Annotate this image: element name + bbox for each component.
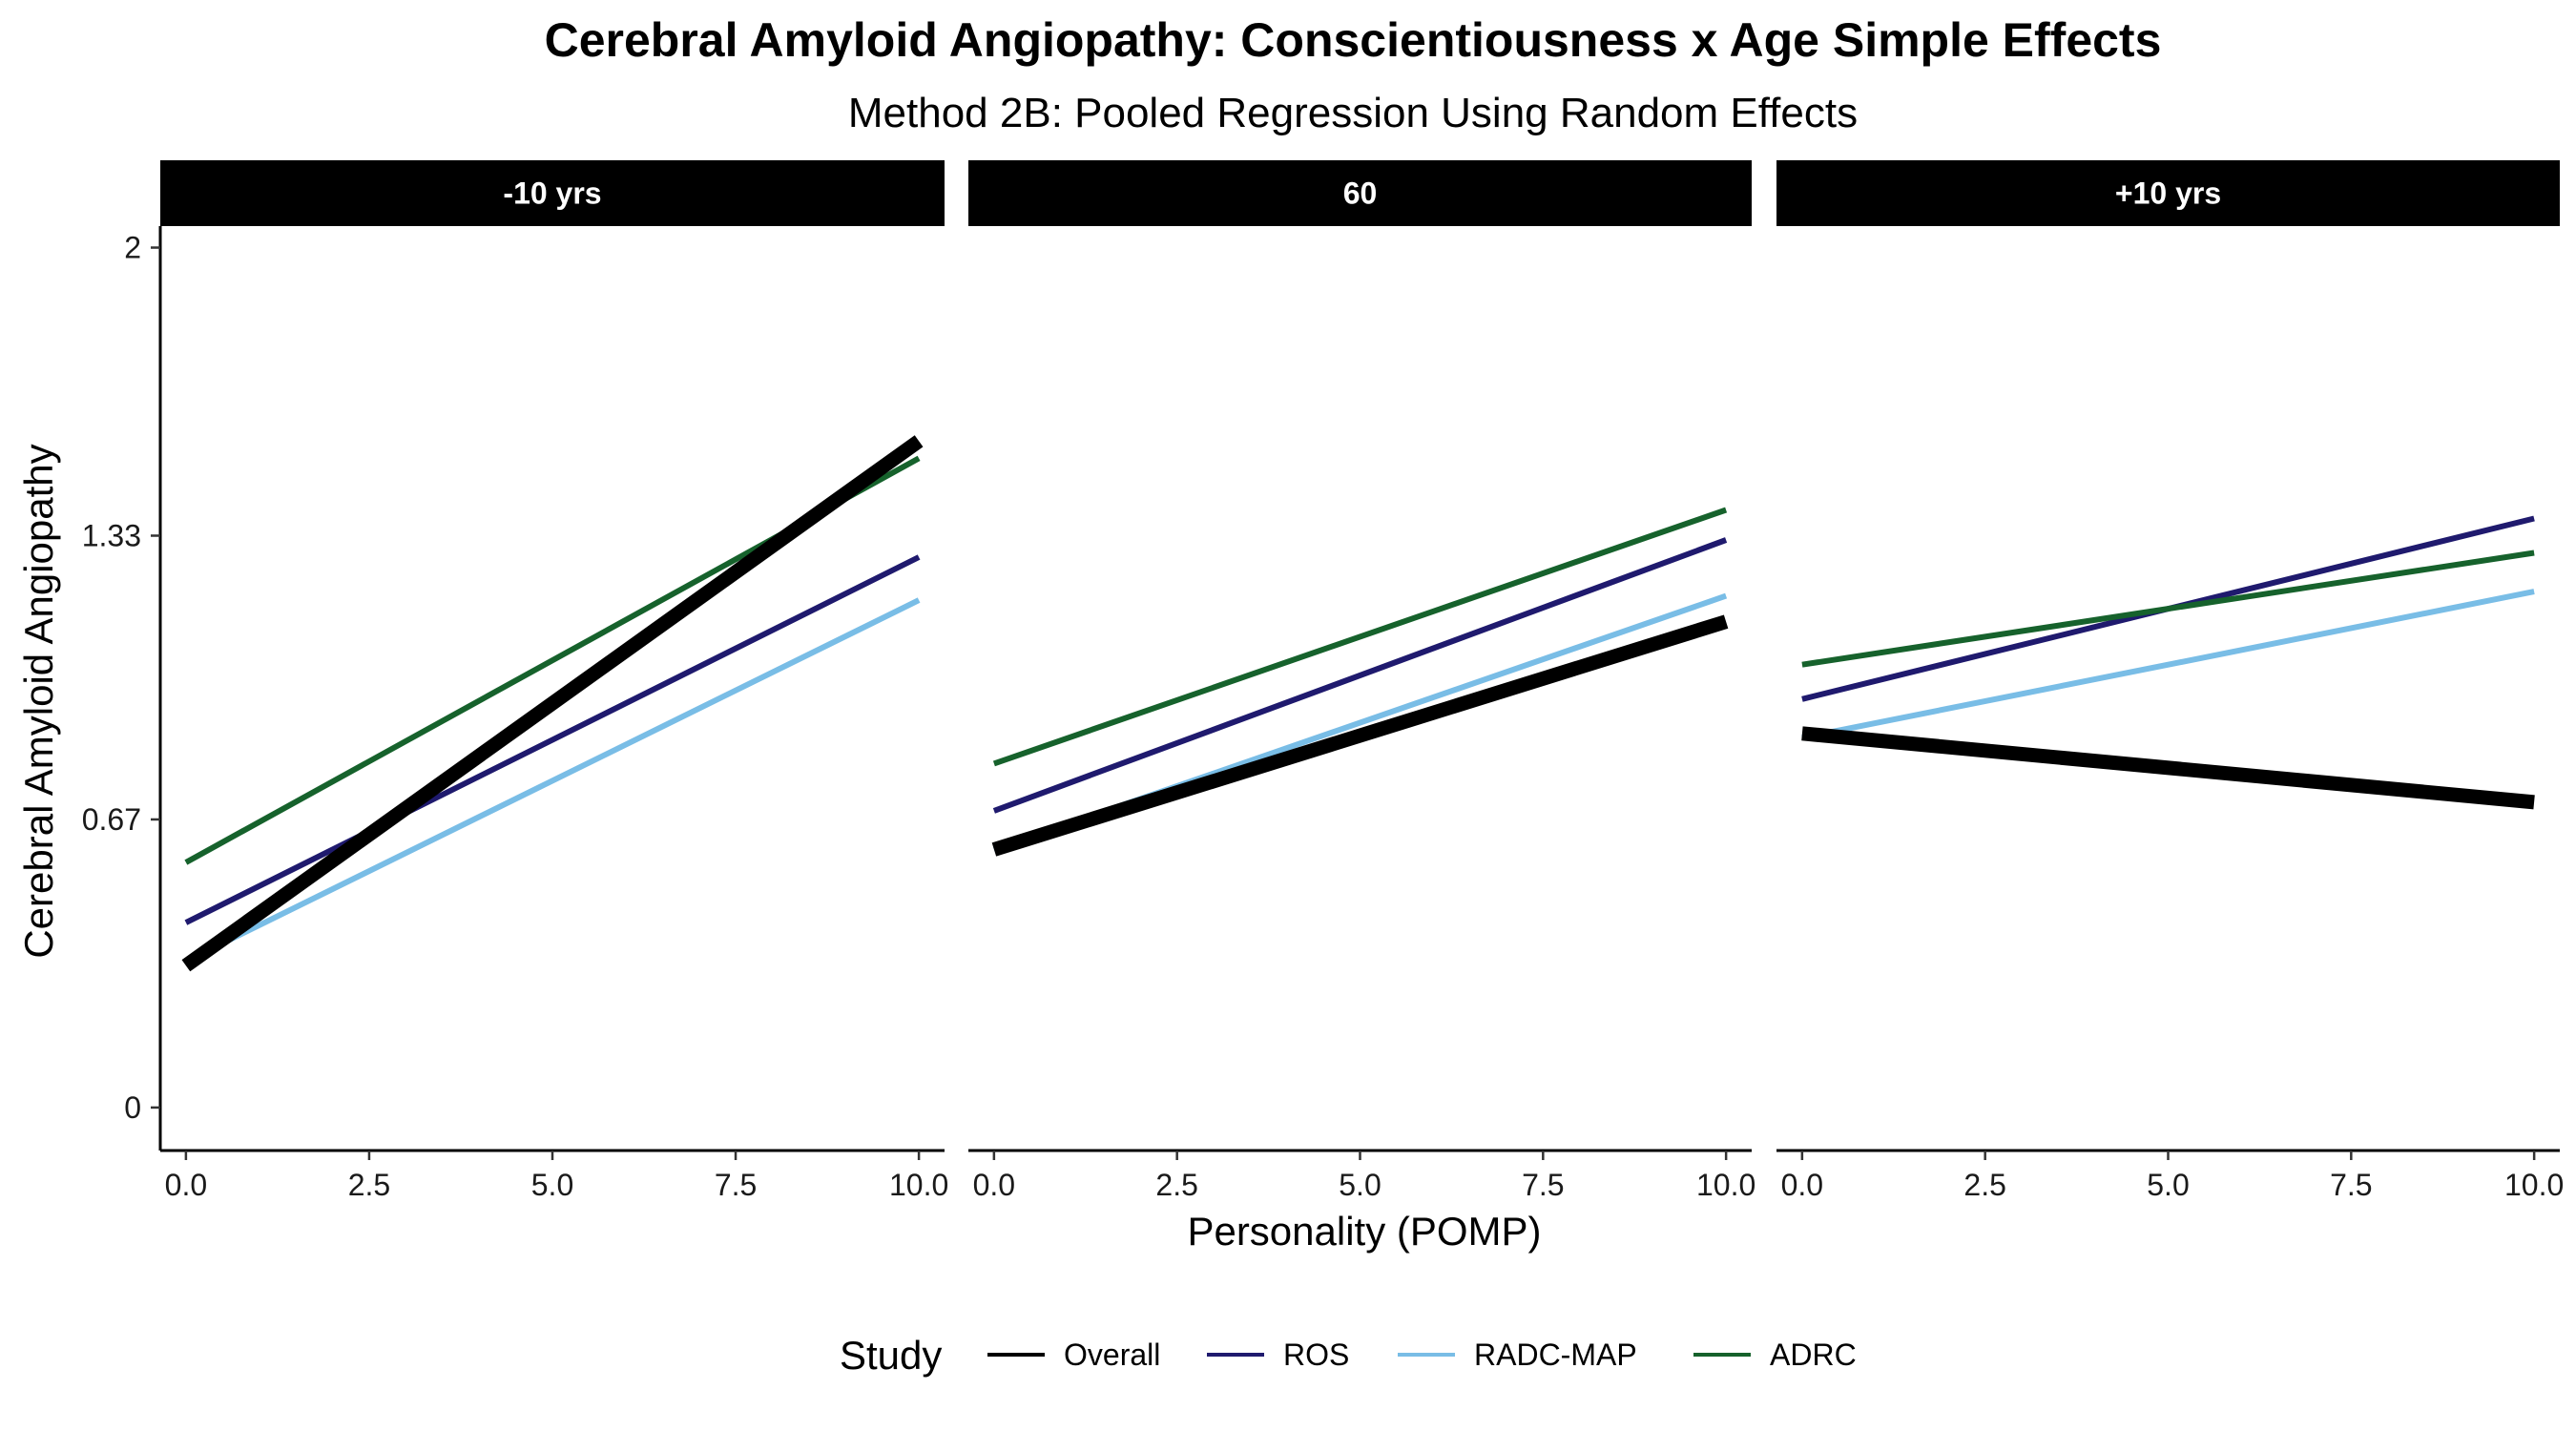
- facet-panel-3: +10 yrs 0.0 2.5 5.0 7.5 10.0: [1776, 160, 2564, 1202]
- legend: Study Overall ROS RADC-MAP ADRC: [840, 1333, 1857, 1378]
- x-tick-label: 5.0: [531, 1168, 573, 1202]
- facet-strip: [1776, 160, 2560, 226]
- y-tick-label: 0.67: [82, 802, 141, 837]
- series-line-overall: [181, 435, 924, 972]
- y-axis-title: Cerebral Amyloid Angiopathy: [16, 444, 61, 958]
- x-tick-label: 0.0: [1781, 1168, 1823, 1202]
- facet-strip-label: +10 yrs: [2115, 176, 2221, 211]
- x-tick-label: 5.0: [1339, 1168, 1381, 1202]
- series-line-radc-map: [184, 597, 921, 964]
- facet-panel-1: -10 yrs 0.0 2.5 5.0 7.5 10.0 0 0.67 1.33 2: [82, 160, 948, 1202]
- series-line-radc-map: [1801, 589, 2535, 741]
- series-line-ros: [992, 537, 1728, 814]
- series-line-adrc: [992, 507, 1728, 767]
- series-line-overall: [1801, 726, 2535, 810]
- facet-strip-label: 60: [1343, 176, 1378, 211]
- x-tick-label: 5.0: [2147, 1168, 2189, 1202]
- x-tick-label: 10.0: [1696, 1168, 1755, 1202]
- legend-label: Overall: [1064, 1338, 1160, 1372]
- x-tick-label: 10.0: [2504, 1168, 2564, 1202]
- legend-label: ADRC: [1770, 1338, 1857, 1372]
- chart-title: Cerebral Amyloid Angiopathy: Conscientio…: [545, 13, 2162, 67]
- y-tick-label: 2: [124, 231, 141, 265]
- facet-strip: [160, 160, 945, 226]
- x-tick-label: 2.5: [1963, 1168, 2005, 1202]
- series-line-overall: [991, 614, 1729, 857]
- x-tick-label: 0.0: [973, 1168, 1015, 1202]
- x-tick-label: 10.0: [889, 1168, 948, 1202]
- x-tick-label: 7.5: [715, 1168, 757, 1202]
- facet-strip: [968, 160, 1752, 226]
- x-tick-label: 7.5: [2330, 1168, 2372, 1202]
- series-line-ros: [184, 554, 921, 925]
- legend-label: RADC-MAP: [1474, 1338, 1637, 1372]
- y-tick-label: 0: [124, 1090, 141, 1125]
- facet-panel-2: 60 0.0 2.5 5.0 7.5 10.0: [968, 160, 1755, 1202]
- legend-title: Study: [840, 1333, 942, 1378]
- facet-strip-label: -10 yrs: [503, 176, 601, 211]
- x-tick-label: 2.5: [348, 1168, 390, 1202]
- x-axis-title: Personality (POMP): [1187, 1209, 1541, 1254]
- x-tick-label: 7.5: [1522, 1168, 1564, 1202]
- x-tick-label: 0.0: [165, 1168, 207, 1202]
- x-tick-label: 2.5: [1155, 1168, 1197, 1202]
- facet-panels: -10 yrs 0.0 2.5 5.0 7.5 10.0 0 0.67 1.33 2 60 0.0 2.…: [82, 160, 2564, 1202]
- chart-subtitle: Method 2B: Pooled Regression Using Rando…: [848, 90, 1858, 136]
- series-line-adrc: [1801, 550, 2535, 668]
- y-tick-label: 1.33: [82, 519, 141, 553]
- legend-label: ROS: [1283, 1338, 1349, 1372]
